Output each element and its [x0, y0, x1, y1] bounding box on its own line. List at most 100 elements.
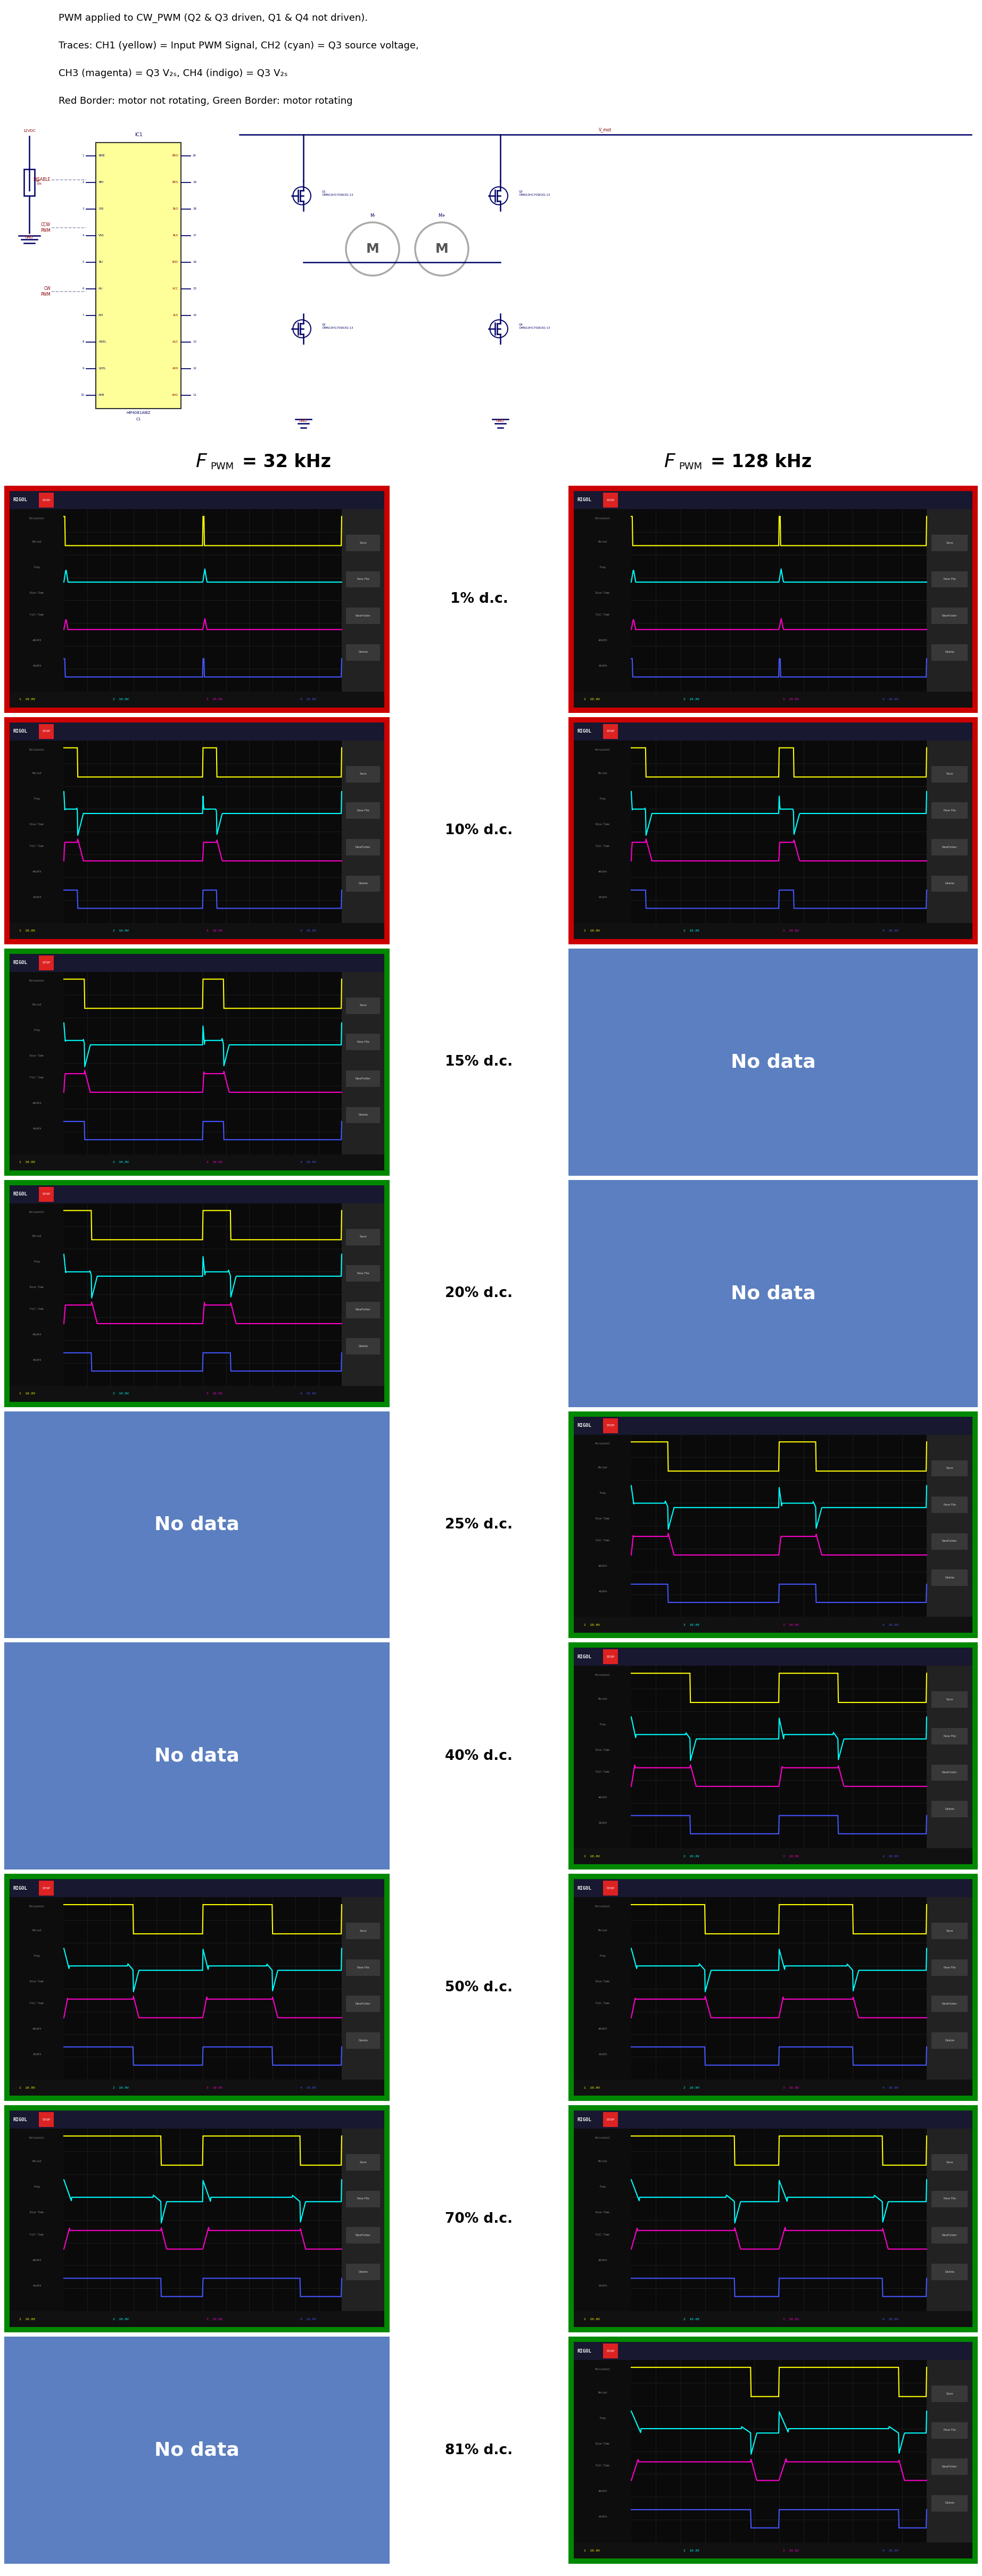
Text: NewFolder: NewFolder: [942, 1772, 957, 1775]
Text: STOP: STOP: [607, 1656, 615, 1659]
Bar: [346, 997, 380, 1015]
Text: -Width: -Width: [598, 2517, 607, 2519]
Text: Delete: Delete: [945, 2269, 955, 2272]
Text: 2  10.0V: 2 10.0V: [113, 698, 129, 701]
Bar: [931, 1533, 968, 1551]
Bar: [931, 2385, 968, 2401]
Text: Period: Period: [32, 1234, 41, 1236]
Bar: [569, 716, 978, 945]
Bar: [931, 1765, 968, 1780]
Text: -Width: -Width: [32, 2053, 41, 2056]
Bar: [931, 1692, 968, 1708]
Bar: [931, 1461, 968, 1476]
Text: 4  10.0V: 4 10.0V: [883, 2087, 899, 2089]
Text: Freq: Freq: [33, 1260, 40, 1262]
Text: 9: 9: [82, 368, 84, 371]
Text: Rise Time: Rise Time: [596, 824, 610, 827]
Text: V_mot: V_mot: [599, 126, 612, 131]
Bar: [346, 840, 380, 855]
Bar: [4, 487, 390, 714]
Bar: [603, 724, 618, 739]
Text: PWM: PWM: [679, 461, 702, 471]
Text: Horizontal: Horizontal: [29, 518, 44, 520]
Text: Rise Time: Rise Time: [29, 1285, 43, 1288]
Text: BHB: BHB: [98, 155, 104, 157]
Text: Fall Time: Fall Time: [29, 2002, 43, 2004]
Text: Horizontal: Horizontal: [29, 1211, 44, 1213]
Bar: [10, 1185, 384, 1203]
Text: 14: 14: [192, 314, 196, 317]
Text: Save: Save: [946, 1698, 954, 1700]
Bar: [96, 142, 181, 410]
Text: RP
10k: RP 10k: [36, 180, 41, 185]
Text: 20: 20: [192, 155, 196, 157]
Text: Rise Time: Rise Time: [596, 592, 610, 595]
Bar: [24, 170, 34, 196]
Text: RIGOL: RIGOL: [13, 2117, 27, 2123]
Text: 70% d.c.: 70% d.c.: [445, 2213, 513, 2226]
Text: BLI: BLI: [98, 260, 103, 263]
Bar: [931, 1922, 968, 1940]
Text: 3  10.0V: 3 10.0V: [206, 930, 222, 933]
Bar: [10, 953, 384, 971]
Text: Horizontal: Horizontal: [29, 2136, 44, 2138]
Text: +Width: +Width: [32, 2027, 41, 2030]
Text: RIGOL: RIGOL: [577, 1422, 591, 1427]
Text: BLO: BLO: [173, 209, 179, 211]
Bar: [346, 1033, 380, 1051]
Text: Freq: Freq: [599, 2416, 606, 2419]
Bar: [10, 2110, 384, 2128]
Text: = 32 kHz: = 32 kHz: [243, 453, 331, 471]
Bar: [931, 2458, 968, 2476]
Text: 12VDC: 12VDC: [23, 129, 35, 131]
Text: RIGOL: RIGOL: [13, 1193, 27, 1198]
Bar: [927, 739, 972, 922]
Text: Fall Time: Fall Time: [29, 1077, 43, 1079]
Text: 4  10.0V: 4 10.0V: [883, 930, 899, 933]
Text: -Width: -Width: [598, 1821, 607, 1824]
Text: Save: Save: [946, 2393, 954, 2396]
Text: Fall Time: Fall Time: [596, 2233, 610, 2236]
Text: Rise Time: Rise Time: [596, 2442, 610, 2445]
Text: Delete: Delete: [358, 2040, 368, 2043]
Bar: [573, 1618, 972, 1633]
Text: 3  10.0V: 3 10.0V: [206, 698, 222, 701]
Bar: [346, 1337, 380, 1355]
Bar: [39, 1880, 54, 1896]
Bar: [573, 510, 631, 690]
Text: 1  10.0V: 1 10.0V: [19, 2087, 35, 2089]
Text: 15: 15: [192, 289, 196, 291]
Text: Delete: Delete: [945, 1808, 955, 1811]
Bar: [4, 1643, 390, 1870]
Bar: [10, 953, 384, 1170]
Bar: [573, 2079, 972, 2097]
Text: 11: 11: [192, 394, 196, 397]
Text: = 128 kHz: = 128 kHz: [711, 453, 812, 471]
Bar: [573, 2342, 972, 2360]
Text: Save: Save: [359, 773, 366, 775]
Text: Rise Time: Rise Time: [29, 824, 43, 827]
Bar: [573, 2110, 972, 2128]
Text: Rise Time: Rise Time: [29, 1981, 43, 1984]
Text: Horizontal: Horizontal: [29, 747, 44, 752]
Bar: [346, 536, 380, 551]
Text: 4  10.0V: 4 10.0V: [883, 1623, 899, 1625]
Text: -Width: -Width: [598, 2053, 607, 2056]
Text: 2: 2: [82, 180, 84, 183]
Text: Horizontal: Horizontal: [595, 747, 610, 752]
Text: RIGOL: RIGOL: [577, 2117, 591, 2123]
Bar: [39, 956, 54, 971]
Bar: [927, 510, 972, 690]
Bar: [573, 2342, 972, 2558]
Text: Delete: Delete: [358, 881, 368, 884]
Text: 4: 4: [82, 234, 84, 237]
Text: +Width: +Width: [32, 1334, 41, 1337]
Bar: [4, 948, 390, 1175]
Text: RIGOL: RIGOL: [13, 497, 27, 502]
Text: Rise Time: Rise Time: [29, 1054, 43, 1056]
Text: 3  10.0V: 3 10.0V: [206, 2318, 222, 2321]
Bar: [346, 2190, 380, 2208]
Text: Save: Save: [359, 1005, 366, 1007]
Text: ALS: ALS: [173, 314, 179, 317]
Bar: [931, 1569, 968, 1587]
